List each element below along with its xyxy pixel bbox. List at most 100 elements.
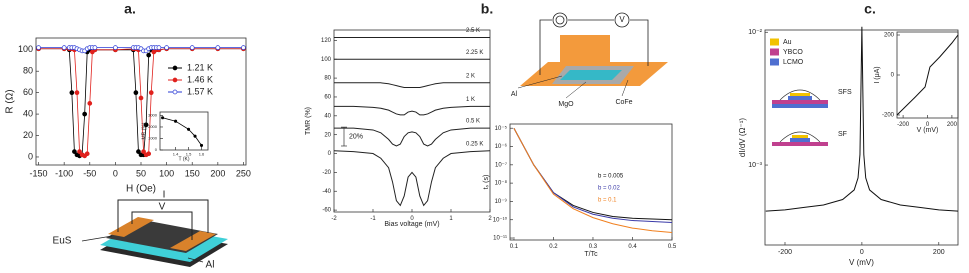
- x-tick-label: 0.2: [549, 244, 558, 250]
- x-tick-label: 150: [185, 168, 200, 178]
- legend-marker: [172, 77, 178, 83]
- y-tick-label: 3000: [148, 113, 158, 118]
- x-tick-label: -200: [897, 122, 910, 128]
- pointer: [621, 79, 629, 97]
- y-tick-label: 20: [324, 132, 331, 138]
- current-source: [555, 15, 565, 25]
- device-schematic: V Al MgO CoFe: [511, 12, 668, 108]
- legend-swatch: [770, 48, 779, 56]
- data-point: [133, 90, 139, 96]
- layer: [792, 135, 808, 138]
- pointer: [517, 75, 563, 89]
- legend-marker: [172, 65, 178, 71]
- data-point: [92, 45, 98, 50]
- diagram-label: EuS: [53, 236, 72, 247]
- x-axis-label: V (mV): [849, 258, 874, 267]
- al-strip: [560, 70, 622, 80]
- data-point: [138, 95, 144, 101]
- legend-swatch: [770, 38, 779, 46]
- y-tick-label: 0: [328, 151, 332, 157]
- series-label: 1 K: [466, 97, 475, 103]
- layer: [772, 100, 828, 104]
- series-label: 0.5 K: [466, 119, 480, 125]
- x-tick-label: -1: [370, 216, 376, 222]
- diagram-label: SF: [838, 131, 847, 138]
- x-axis-label: V (mV): [917, 127, 939, 134]
- x-tick-label: 200: [947, 122, 958, 128]
- plot-frame: [159, 111, 209, 151]
- contact: [108, 217, 154, 237]
- x-tick-label: 2: [488, 216, 492, 222]
- data-point: [241, 45, 246, 50]
- x-tick-label: 0.4: [628, 244, 637, 250]
- voltmeter: [614, 12, 630, 28]
- legend-label: b = 0.02: [598, 186, 621, 192]
- y-tick-label: 80: [23, 66, 33, 76]
- cofe-top: [560, 35, 610, 70]
- data-point: [74, 90, 80, 96]
- y-tick-label: 20: [23, 130, 33, 140]
- diagram-label: MgO: [558, 101, 574, 108]
- y-tick-label: 200: [884, 33, 895, 39]
- x-tick-label: 1: [449, 216, 453, 222]
- y-tick-label: 1000: [148, 136, 158, 141]
- y-tick-label: 0: [28, 151, 33, 161]
- legend-label: YBCO: [783, 49, 803, 56]
- y-tick-label: 40: [23, 108, 33, 118]
- x-tick-label: 0: [113, 168, 118, 178]
- data-point: [161, 116, 165, 120]
- diagram-label: SFS: [838, 89, 852, 96]
- y-tick-label: 60: [23, 87, 33, 97]
- x-tick-label: -100: [55, 168, 73, 178]
- data-point: [164, 45, 169, 50]
- y-tick-label: 10⁻⁸: [495, 180, 508, 187]
- pointer: [565, 81, 587, 99]
- y-tick-label: 10⁻⁵: [495, 125, 508, 132]
- y-axis-label: dI/dV (Ω⁻¹): [738, 118, 747, 157]
- x-axis-label: T (K): [178, 156, 189, 162]
- layer: [790, 93, 810, 96]
- legend-label: 1.57 K: [187, 86, 213, 96]
- y-axis-label: TMR (%): [305, 107, 312, 135]
- x-tick-label: -150: [30, 168, 48, 178]
- panel-label: c.: [864, 1, 876, 17]
- y-tick-label: 10⁻¹⁰: [493, 216, 508, 223]
- diagram-label: V: [159, 202, 166, 213]
- data-point: [146, 52, 152, 58]
- series-line: [513, 127, 673, 221]
- data-point: [156, 45, 162, 50]
- data-point: [148, 90, 154, 96]
- legend-label: 1.46 K: [187, 74, 213, 84]
- current-source: [552, 12, 568, 28]
- y-tick-label: 60: [324, 95, 331, 101]
- y-tick-label: -200: [882, 113, 895, 119]
- diagram-label: Al: [511, 91, 518, 98]
- series-line: [333, 150, 491, 207]
- series-line: [513, 127, 673, 224]
- y-axis-label: MR (%): [141, 122, 147, 139]
- wire: [539, 19, 552, 75]
- data-point: [146, 151, 152, 157]
- pointer: [81, 235, 113, 242]
- data-point: [136, 149, 141, 154]
- y-tick-label: -20: [322, 170, 331, 176]
- x-tick-label: 200: [210, 168, 225, 178]
- layer: [790, 138, 810, 142]
- plot-frame: [509, 123, 673, 241]
- y-tick-label: 10⁻⁷: [495, 161, 507, 168]
- series-line: [896, 34, 959, 116]
- x-axis-label: H (Oe): [126, 184, 156, 195]
- wire: [117, 199, 209, 233]
- diagram-label: I: [163, 190, 166, 201]
- legend-label: Au: [783, 39, 792, 46]
- series-label: 2.25 K: [466, 50, 483, 56]
- y-tick-label: 10⁻¹¹: [493, 236, 507, 242]
- panel-label: b.: [481, 1, 493, 17]
- y-tick-label: 10⁻⁶: [495, 143, 508, 150]
- diagram-label: Al: [206, 260, 215, 271]
- x-tick-label: -2: [331, 216, 337, 222]
- diagram-label: V: [619, 15, 625, 24]
- y-tick-label: 80: [324, 76, 331, 82]
- data-point: [193, 134, 197, 138]
